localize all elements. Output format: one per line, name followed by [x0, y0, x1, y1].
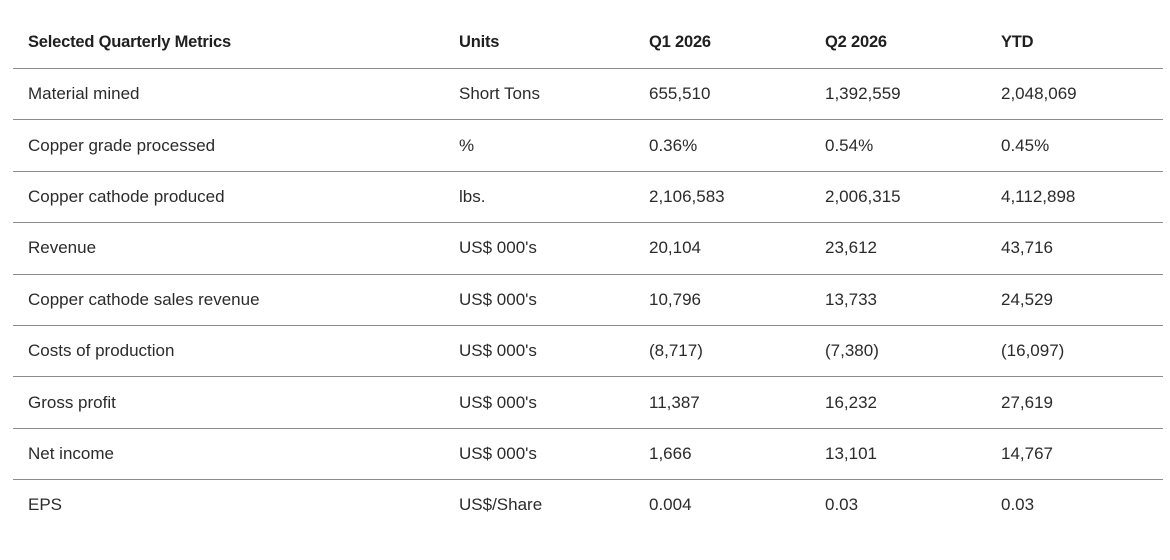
- cell-units: US$/Share: [459, 495, 543, 515]
- cell-ytd: 24,529: [986, 274, 1163, 326]
- table-row: Net income US$ 000's 1,666 13,101 14,767: [13, 428, 1163, 481]
- cell-metric: Gross profit: [13, 376, 444, 429]
- cell-ytd: 0.03: [1001, 495, 1035, 515]
- header-units: Units: [444, 16, 634, 69]
- cell-metric: Net income: [13, 428, 444, 481]
- cell-q2: 0.03: [825, 495, 859, 515]
- cell-ytd: 43,716: [986, 222, 1163, 275]
- cell-metric: Copper cathode produced: [13, 171, 444, 224]
- cell-q1: 0.36%: [634, 119, 810, 172]
- cell-metric: EPS: [28, 495, 63, 515]
- table-body: Material mined Short Tons 655,510 1,392,…: [13, 68, 1163, 531]
- cell-q2: 13,101: [810, 428, 986, 481]
- cell-q2: 1,392,559: [810, 68, 986, 121]
- cell-q2: 23,612: [810, 222, 986, 275]
- table-row: Copper cathode produced lbs. 2,106,583 2…: [13, 171, 1163, 224]
- cell-units: US$ 000's: [444, 274, 634, 326]
- cell-q1: 20,104: [634, 222, 810, 275]
- cell-ytd: 14,767: [986, 428, 1163, 481]
- cell-units: %: [444, 119, 634, 172]
- cell-q1: 10,796: [634, 274, 810, 326]
- cell-units: lbs.: [444, 171, 634, 224]
- table-row: Gross profit US$ 000's 11,387 16,232 27,…: [13, 376, 1163, 429]
- header-row: Selected Quarterly Metrics Units Q1 2026…: [13, 16, 1163, 69]
- cell-units: Short Tons: [444, 68, 634, 121]
- cell-ytd: (16,097): [986, 325, 1163, 378]
- cell-metric: Copper grade processed: [13, 119, 444, 172]
- cell-q1: (8,717): [634, 325, 810, 378]
- quarterly-metrics-table: Selected Quarterly Metrics Units Q1 2026…: [13, 16, 1163, 531]
- table-row: EPS US$/Share 0.004 0.03 0.03: [13, 480, 1163, 531]
- cell-metric: Copper cathode sales revenue: [13, 274, 444, 326]
- table-row: Revenue US$ 000's 20,104 23,612 43,716: [13, 222, 1163, 275]
- cell-metric: Costs of production: [13, 325, 444, 378]
- cell-q2: (7,380): [810, 325, 986, 378]
- quarterly-metrics-table-container: Selected Quarterly Metrics Units Q1 2026…: [13, 16, 1163, 531]
- cell-q2: 16,232: [810, 376, 986, 429]
- header-metric: Selected Quarterly Metrics: [13, 16, 444, 69]
- table-row: Costs of production US$ 000's (8,717) (7…: [13, 325, 1163, 378]
- cell-units: US$ 000's: [444, 222, 634, 275]
- cell-q1: 11,387: [634, 376, 810, 429]
- cell-q1: 0.004: [649, 495, 692, 515]
- header-ytd: YTD: [986, 16, 1163, 69]
- cell-metric: Material mined: [13, 68, 444, 121]
- table-header: Selected Quarterly Metrics Units Q1 2026…: [13, 16, 1163, 69]
- header-q1-2026: Q1 2026: [634, 16, 810, 69]
- cell-metric: Revenue: [13, 222, 444, 275]
- table-row: Copper grade processed % 0.36% 0.54% 0.4…: [13, 119, 1163, 172]
- header-q2-2026: Q2 2026: [810, 16, 986, 69]
- cell-q1: 655,510: [634, 68, 810, 121]
- cell-units: US$ 000's: [444, 376, 634, 429]
- cell-q2: 2,006,315: [810, 171, 986, 224]
- cell-ytd: 4,112,898: [986, 171, 1163, 224]
- cell-ytd: 2,048,069: [986, 68, 1163, 121]
- cell-q1: 1,666: [634, 428, 810, 481]
- cell-q2: 13,733: [810, 274, 986, 326]
- cell-ytd: 27,619: [986, 376, 1163, 429]
- cell-ytd: 0.45%: [986, 119, 1163, 172]
- table-row: Copper cathode sales revenue US$ 000's 1…: [13, 274, 1163, 326]
- cell-units: US$ 000's: [444, 428, 634, 481]
- cell-q2: 0.54%: [810, 119, 986, 172]
- table-row: Material mined Short Tons 655,510 1,392,…: [13, 68, 1163, 121]
- cell-q1: 2,106,583: [634, 171, 810, 224]
- cell-units: US$ 000's: [444, 325, 634, 378]
